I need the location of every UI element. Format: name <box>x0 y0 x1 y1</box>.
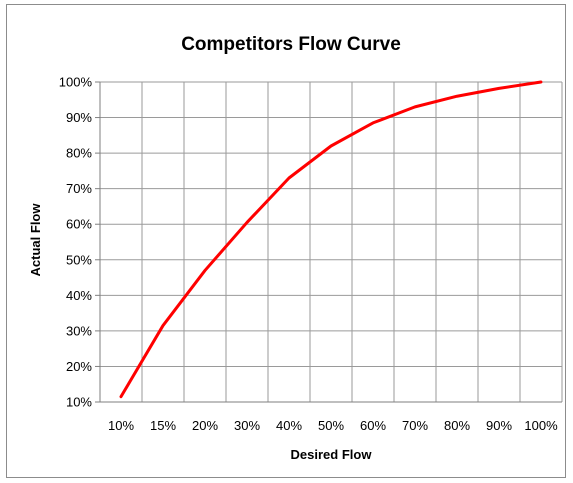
y-tick-label: 60% <box>66 217 92 232</box>
x-tick-label: 90% <box>486 418 512 433</box>
y-tick-label: 20% <box>66 359 92 374</box>
chart-grid <box>95 81 563 403</box>
chart-frame <box>6 4 566 478</box>
x-tick-label: 60% <box>360 418 386 433</box>
y-tick-label: 30% <box>66 323 92 338</box>
y-tick-label: 70% <box>66 181 92 196</box>
chart-series <box>119 80 543 399</box>
series-line <box>119 80 543 399</box>
x-tick-label: 50% <box>318 418 344 433</box>
x-tick-label: 15% <box>150 418 176 433</box>
y-tick-label: 10% <box>66 395 92 410</box>
x-tick-label: 10% <box>108 418 134 433</box>
chart-title: Competitors Flow Curve <box>181 34 401 55</box>
y-tick-label: 40% <box>66 288 92 303</box>
x-tick-label: 70% <box>402 418 428 433</box>
x-tick-label: 30% <box>234 418 260 433</box>
y-tick-label: 80% <box>66 146 92 161</box>
y-axis-ticks: 10% 20% 30% 40% 50% 60% 70% 80% 90% 100% <box>59 75 93 410</box>
x-tick-label: 20% <box>192 418 218 433</box>
y-tick-label: 100% <box>59 75 93 90</box>
y-tick-label: 90% <box>66 110 92 125</box>
x-tick-label: 100% <box>524 418 558 433</box>
x-axis-ticks: 10% 15% 20% 30% 40% 50% 60% 70% 80% 90% 100% <box>108 418 558 433</box>
y-axis-title: Actual Flow <box>28 203 43 277</box>
x-tick-label: 40% <box>276 418 302 433</box>
x-axis-title: Desired Flow <box>291 447 373 462</box>
y-tick-label: 50% <box>66 252 92 267</box>
x-tick-label: 80% <box>444 418 470 433</box>
